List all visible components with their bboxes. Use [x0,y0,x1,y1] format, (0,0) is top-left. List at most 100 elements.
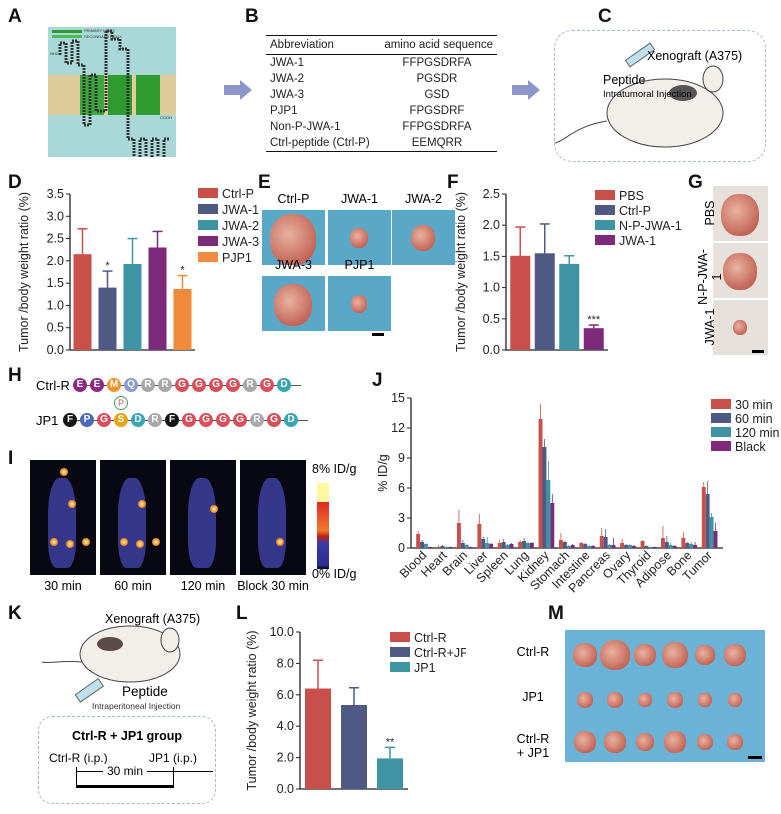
photo-label: Ctrl-P [277,192,310,206]
chart-d: 0.0 0.5 1.0 1.5 2.0 2.5 3.0 3.5 Tumor /body weig… [17,187,259,357]
y-tick-label: 0.0 [277,782,294,796]
legend-label: Ctrl-P [619,204,651,218]
tumor [351,295,367,313]
significance-mark: ** [386,736,395,748]
bar [689,544,694,548]
pet-image [100,460,166,575]
bar [468,547,473,548]
panel-label-h: H [8,365,22,386]
tumor [727,734,743,750]
legend-label: JWA-2 [222,219,259,233]
legend-label: 120 min [735,426,780,440]
abbreviation-cell: PJP1 [270,105,298,117]
membrane-topology-diagram: PRIMARY HELIX SECONDARY HELIX NH2 COOH [48,27,176,157]
intratumoral-scheme: Xenograft (A375) Peptide Intratumoral In… [554,30,766,162]
photo-label: JWA-3 [274,258,313,272]
y-tick-label: 8.0 [277,656,294,670]
scale-bar [748,756,762,759]
bar [489,544,494,548]
bar [701,487,706,548]
photo-label: JWA-1 [703,308,717,346]
y-tick-label: 1.0 [483,281,500,295]
sequence-cell: PGSDR [416,73,458,85]
arrow-head-icon [240,80,252,100]
phosphate-icon: P [114,396,128,410]
uptake-hotspot [136,540,144,548]
pet-image [170,460,236,575]
pet-image [240,460,306,575]
scale-min: 0% ID/g [312,567,357,581]
panel-label-k: K [8,603,22,624]
y-axis-label: Tumor /body weight ratio (%) [454,192,468,352]
abbreviation-cell: Non-P-JWA-1 [270,121,341,133]
bar [73,254,92,350]
photo-label: PBS [703,200,717,226]
bar [440,546,445,548]
tumor [636,733,654,751]
residue-G: G [199,413,213,427]
residue-S: S [114,413,128,427]
panel-label-c: C [598,6,612,27]
bar [558,540,563,548]
table-row: Ctrl-peptide (Ctrl-P) EEMQRR [266,135,497,152]
y-tick-label: 0.5 [47,321,64,335]
y-tick-label: 1.0 [47,298,64,312]
y-tick-label: 12 [391,421,405,435]
abbreviation-cell: JWA-1 [270,57,305,69]
abbreviation-cell: JWA-2 [270,73,305,85]
legend-swatch [390,662,410,672]
residue-D: D [131,413,145,427]
residue-G: G [260,378,274,392]
residue-E: E [73,378,87,392]
bar [427,547,432,548]
residue-F: F [63,413,77,427]
bar [444,547,449,548]
legend-swatch [595,220,615,230]
sequence-cell: EEMQRR [376,135,497,152]
panel-label-i: I [8,448,14,469]
step-ctrl-r: Ctrl-R (i.p.) [49,751,108,765]
residue-R: R [148,413,162,427]
residue-E: E [90,378,104,392]
uptake-hotspot [138,500,146,508]
residue-D: D [284,413,298,427]
mouse-silhouette [188,478,216,568]
bar [709,517,714,548]
pet-image [30,460,96,575]
interval-label: 30 min [103,764,148,778]
y-tick-label: 10.0 [270,625,294,639]
mouse-silhouette [118,478,146,568]
bar [522,541,527,548]
legend-label: JWA-1 [619,234,656,248]
legend-label: N-P-JWA-1 [619,219,682,233]
peptide-label: Peptide [603,73,646,87]
residue-D: D [277,378,291,392]
bar [599,536,604,548]
legend-label: Ctrl-R [414,631,447,645]
tumor [274,284,312,326]
peptide-table: Abbreviation amino acid sequence JWA-1 FFP… [266,35,497,152]
bar [305,688,331,789]
y-tick-label: 0.5 [483,312,500,326]
bar [591,546,596,548]
bar [559,263,580,350]
bar [526,543,530,548]
tumor [662,642,688,668]
bar [713,531,718,548]
col-sequence: amino acid sequence [376,35,497,55]
bar [624,545,629,548]
legend-swatch [390,632,410,642]
bar [620,543,625,548]
bar [579,543,584,548]
photo-label: JWA-2 [404,192,443,206]
bar [460,543,465,548]
bar [570,545,575,548]
y-tick-label: 0.0 [483,343,500,357]
uptake-hotspot [66,540,74,548]
residue-G: G [209,378,223,392]
y-tick-label: 3.5 [47,187,64,201]
bar [148,247,167,350]
tumor [724,644,746,666]
